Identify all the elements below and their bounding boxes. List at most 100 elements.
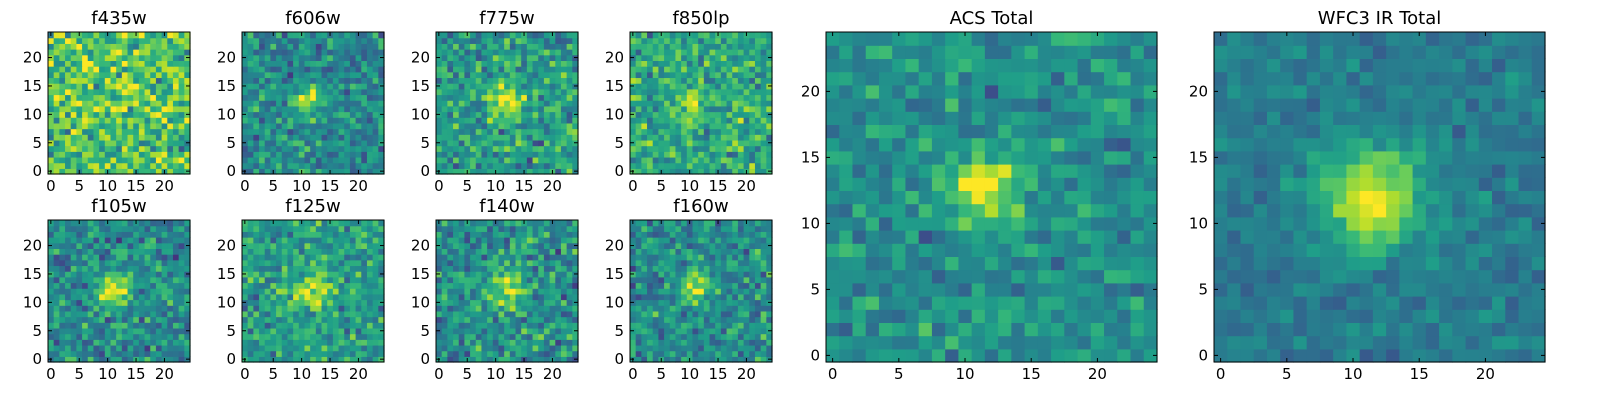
heatmap-cell <box>82 111 89 118</box>
heatmap-cell <box>641 288 648 295</box>
heatmap-cell <box>560 344 568 352</box>
heatmap-cell <box>492 60 500 67</box>
heatmap-cell <box>766 151 773 158</box>
heatmap-cell <box>259 54 266 61</box>
heatmap-cell <box>487 71 494 79</box>
heatmap-cell <box>184 344 191 352</box>
heatmap-cell <box>515 60 522 67</box>
heatmap-cell <box>344 83 351 90</box>
heatmap-cell <box>361 231 368 238</box>
heatmap-cell <box>538 145 545 152</box>
heatmap-cell <box>641 32 648 39</box>
heatmap-cell <box>65 288 72 295</box>
heatmap-cell <box>259 43 266 50</box>
heatmap-cell <box>538 49 545 56</box>
heatmap-cell <box>549 299 556 306</box>
heatmap-cell <box>355 293 362 301</box>
heatmap-cell <box>720 316 728 323</box>
heatmap-cell <box>732 339 739 346</box>
heatmap-cell <box>470 271 477 278</box>
heatmap-cell <box>293 265 300 272</box>
heatmap-cell <box>515 350 522 357</box>
heatmap-cell <box>549 271 556 278</box>
heatmap-cell <box>720 134 728 141</box>
heatmap-cell <box>543 43 551 50</box>
heatmap-cell <box>361 37 368 44</box>
heatmap-cell <box>355 77 362 84</box>
heatmap-cell <box>259 151 266 158</box>
heatmap-cell <box>453 49 460 56</box>
heatmap-cell <box>526 322 534 329</box>
heatmap-cell <box>344 237 351 244</box>
heatmap-cell <box>82 54 89 61</box>
heatmap-cell <box>526 220 534 227</box>
heatmap-cell <box>686 139 694 147</box>
heatmap-cell <box>332 282 340 289</box>
heatmap-cell <box>99 77 106 84</box>
heatmap-cell <box>53 134 60 141</box>
heatmap-cell <box>760 105 767 113</box>
heatmap-cell <box>150 134 157 141</box>
heatmap-cell <box>270 111 277 118</box>
axes-frame <box>435 31 579 175</box>
heatmap-cell <box>59 71 66 79</box>
heatmap-cell <box>737 128 745 135</box>
heatmap-cell <box>310 350 317 357</box>
heatmap-cell <box>247 259 254 267</box>
heatmap-cell <box>121 111 129 118</box>
heatmap-cell <box>138 282 146 289</box>
heatmap-cell <box>652 88 659 96</box>
heatmap-cell <box>150 254 157 261</box>
heatmap-cell <box>70 293 77 301</box>
heatmap-cell <box>332 288 340 295</box>
heatmap-cell <box>441 156 448 164</box>
heatmap-cell <box>327 299 334 306</box>
heatmap-cell <box>172 271 180 278</box>
heatmap-cell <box>487 32 494 39</box>
heatmap-cell <box>366 139 374 147</box>
heatmap-cell <box>287 220 294 227</box>
heatmap-cell <box>560 134 568 141</box>
heatmap-cell <box>304 71 311 79</box>
heatmap-cell <box>253 288 260 295</box>
heatmap-cell <box>521 111 528 118</box>
heatmap-cell <box>65 71 72 79</box>
heatmap-cell <box>264 43 271 50</box>
heatmap-cell <box>104 310 112 318</box>
heatmap-cell <box>338 145 345 152</box>
heatmap-cell <box>749 32 756 39</box>
heatmap-cell <box>264 105 271 113</box>
heatmap-cell <box>65 134 72 141</box>
x-tick-label: 0 <box>434 365 444 383</box>
heatmap-cell <box>737 117 745 124</box>
heatmap-cell <box>475 32 483 39</box>
heatmap-cell <box>766 333 773 340</box>
heatmap-cell <box>492 145 500 152</box>
heatmap-cell <box>726 339 733 346</box>
heatmap-cell <box>726 168 733 175</box>
heatmap-cell <box>116 168 123 175</box>
heatmap-cell <box>76 310 83 318</box>
heatmap-cell <box>144 60 151 67</box>
heatmap-cell <box>692 54 699 61</box>
heatmap-cell <box>635 83 642 90</box>
heatmap-cell <box>441 54 448 61</box>
heatmap-cell <box>686 54 694 61</box>
heatmap-cell <box>167 94 174 101</box>
heatmap-cell <box>178 88 185 96</box>
heatmap-cell <box>549 94 556 101</box>
heatmap-cell <box>361 66 368 73</box>
heatmap-cell <box>65 327 72 335</box>
heatmap-cell <box>287 37 294 44</box>
heatmap-cell <box>53 299 60 306</box>
heatmap-cell <box>287 49 294 56</box>
heatmap-cell <box>669 310 677 318</box>
heatmap-cell <box>509 77 517 84</box>
heatmap-cell <box>464 100 471 107</box>
heatmap-cell <box>726 156 733 164</box>
heatmap-cell <box>293 71 300 79</box>
heatmap-cell <box>276 271 283 278</box>
heatmap-cell <box>498 66 505 73</box>
heatmap-cell <box>281 305 289 312</box>
heatmap-cell <box>532 134 539 141</box>
